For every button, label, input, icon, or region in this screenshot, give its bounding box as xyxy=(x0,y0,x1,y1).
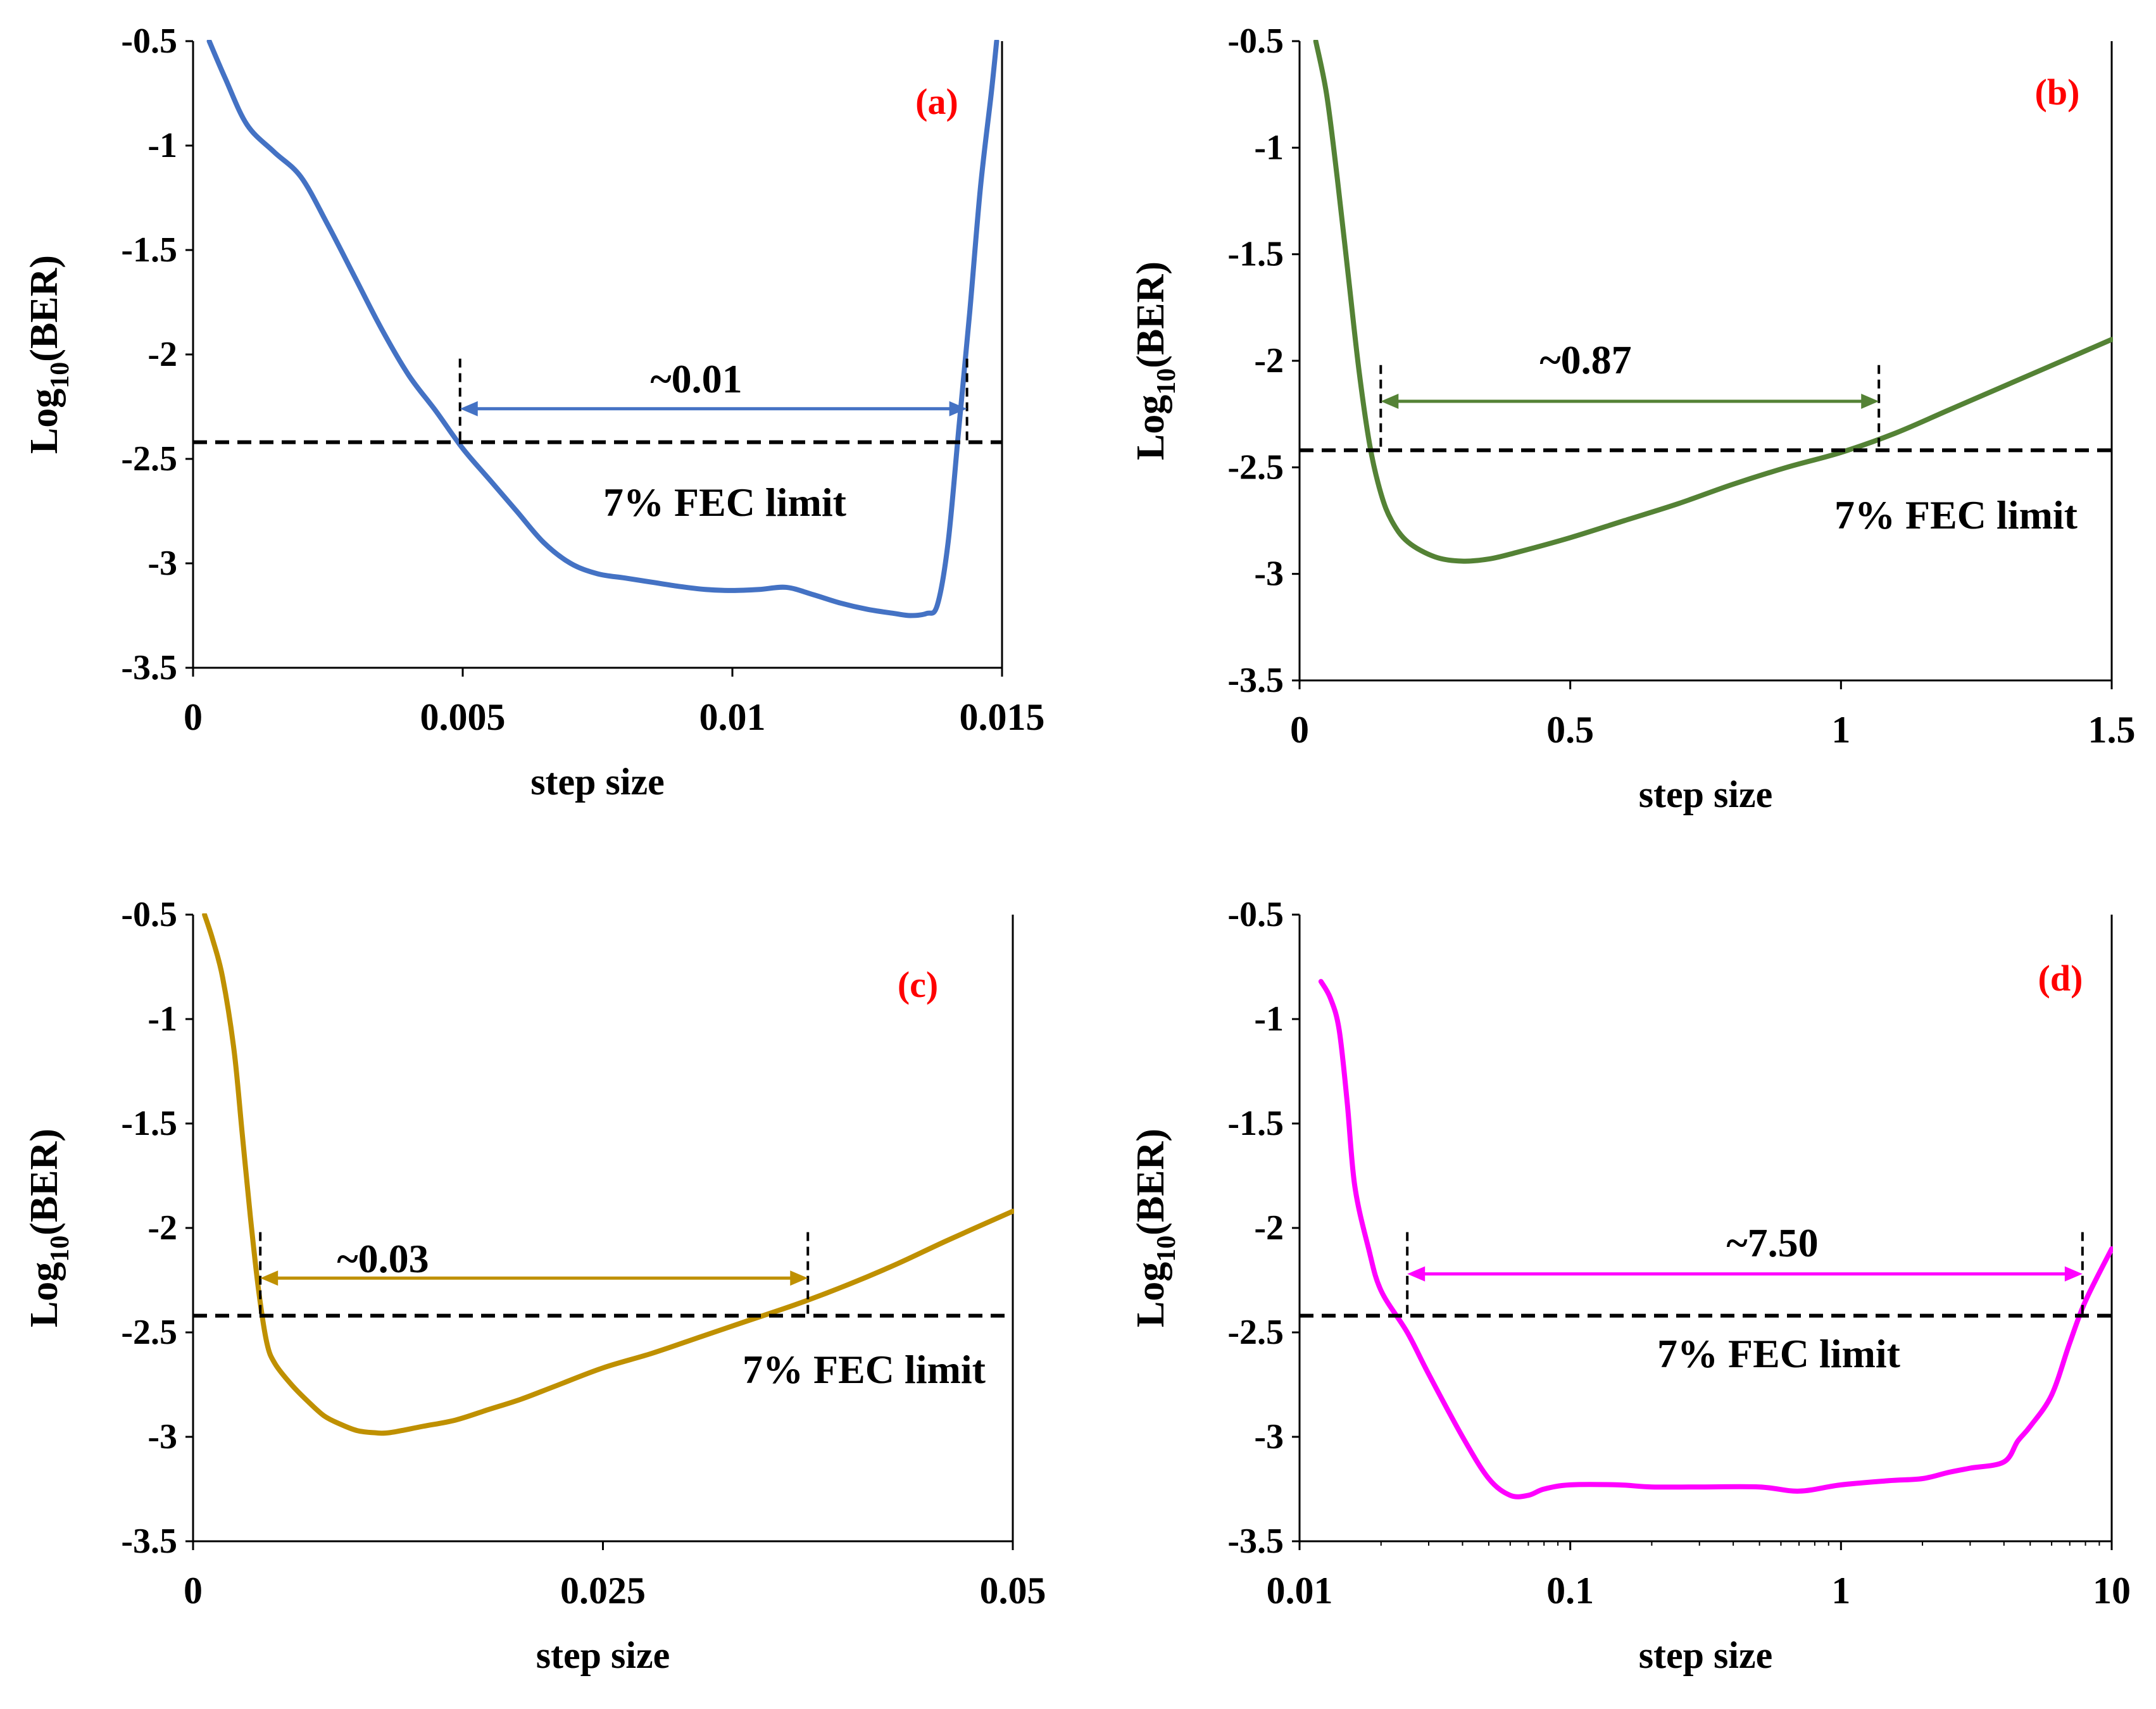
y-tick-label: -3.5 xyxy=(1227,661,1284,700)
x-tick-label: 1.5 xyxy=(2088,709,2136,751)
x-tick-label: 0.025 xyxy=(560,1570,646,1612)
ber-series-line xyxy=(202,913,1014,1436)
x-axis-label: step size xyxy=(1639,773,1773,815)
y-tick-label: -1.5 xyxy=(1227,235,1284,274)
y-tick-label: -3.5 xyxy=(1227,1522,1284,1561)
ber-series-line xyxy=(1313,40,2113,564)
y-tick-label: -0.5 xyxy=(1227,895,1284,934)
y-tick-label: -1.5 xyxy=(1227,1104,1284,1143)
x-tick-label: 0.1 xyxy=(1546,1570,1594,1612)
range-arrowhead-left xyxy=(260,1270,279,1286)
x-tick-label: 0.005 xyxy=(420,696,506,738)
range-arrowhead-right xyxy=(1861,393,1879,409)
x-tick-label: 0.015 xyxy=(960,696,1045,738)
range-arrowhead-left xyxy=(1381,393,1399,409)
x-tick-label: 1 xyxy=(1831,1570,1850,1612)
x-tick-label: 0 xyxy=(184,1570,203,1612)
chart-panel-d: -0.5 -1 -1.5 -2 -2.5 -3 -3.5 0.01 0.1 1 10 step siz… xyxy=(1129,895,2131,1676)
x-tick-label: 1 xyxy=(1831,709,1850,751)
range-arrowhead-right xyxy=(949,401,967,416)
x-axis-label: step size xyxy=(1639,1634,1773,1676)
x-axis-label: step size xyxy=(530,761,665,803)
y-tick-label: -1 xyxy=(147,126,177,165)
y-axis-label: Log10(BER) xyxy=(23,255,75,454)
y-tick-label: -0.5 xyxy=(1227,22,1284,61)
y-tick-label: -3 xyxy=(1254,554,1284,594)
x-axis-label: step size xyxy=(536,1634,670,1676)
y-tick-label: -1 xyxy=(1254,128,1284,167)
y-tick-label: -0.5 xyxy=(121,22,177,61)
fec-limit-label: 7% FEC limit xyxy=(743,1347,986,1392)
y-tick-label: -2 xyxy=(147,1208,177,1248)
range-arrowhead-left xyxy=(1407,1266,1426,1282)
x-tick-label: 0 xyxy=(184,696,203,738)
x-tick-label: 0.5 xyxy=(1546,709,1594,751)
y-axis-label: Log10(BER) xyxy=(1129,1129,1181,1327)
y-tick-label: -2.5 xyxy=(1227,448,1284,487)
x-tick-label: 0.01 xyxy=(699,696,766,738)
chart-panel-c: -0.5 -1 -1.5 -2 -2.5 -3 -3.50 0.025 0.05 step siz… xyxy=(23,895,1046,1676)
y-tick-label: -1 xyxy=(147,999,177,1039)
y-tick-label: -1.5 xyxy=(121,1104,177,1143)
y-tick-label: -0.5 xyxy=(121,895,177,934)
fec-limit-label: 7% FEC limit xyxy=(1657,1331,1901,1376)
range-label: ~0.03 xyxy=(337,1236,429,1281)
panel-label: (a) xyxy=(915,81,958,122)
x-tick-label: 0.01 xyxy=(1267,1570,1333,1612)
y-tick-label: -1 xyxy=(1254,999,1284,1039)
fec-limit-label: 7% FEC limit xyxy=(1834,492,2078,537)
chart-panel-b: -0.5 -1 -1.5 -2 -2.5 -3 -3.50 0.5 1 1.5 step size L… xyxy=(1129,22,2136,815)
y-tick-label: -3 xyxy=(147,1417,177,1456)
y-tick-label: -2.5 xyxy=(121,1313,177,1352)
y-tick-label: -2 xyxy=(1254,341,1284,380)
y-tick-label: -3 xyxy=(147,544,177,583)
fec-limit-label: 7% FEC limit xyxy=(603,480,847,525)
y-tick-label: -2 xyxy=(1254,1208,1284,1248)
range-label: ~0.87 xyxy=(1539,337,1631,382)
y-axis-label: Log10(BER) xyxy=(23,1129,75,1327)
y-tick-label: -2 xyxy=(147,335,177,374)
y-tick-label: -3.5 xyxy=(121,1522,177,1561)
y-tick-label: -3.5 xyxy=(121,648,177,687)
range-arrowhead-left xyxy=(460,401,478,416)
range-arrowhead-right xyxy=(790,1270,808,1286)
panel-label: (b) xyxy=(2035,72,2080,113)
x-tick-label: 0.05 xyxy=(980,1570,1046,1612)
y-tick-label: -1.5 xyxy=(121,230,177,270)
y-axis-label: Log10(BER) xyxy=(1129,261,1181,460)
ber-series-line xyxy=(206,40,1000,618)
y-tick-label: -3 xyxy=(1254,1417,1284,1456)
y-tick-label: -2.5 xyxy=(1227,1313,1284,1352)
y-tick-label: -2.5 xyxy=(121,439,177,479)
panel-label: (c) xyxy=(898,964,938,1005)
range-label: ~0.01 xyxy=(650,356,742,401)
range-arrowhead-right xyxy=(2064,1266,2083,1282)
chart-panel-a: -0.5 -1 -1.5 -2 -2.5 -3 -3.50 0.005 0.01 0.015 ste… xyxy=(23,22,1045,803)
x-tick-label: 10 xyxy=(2093,1570,2131,1612)
panel-label: (d) xyxy=(2038,958,2083,999)
x-tick-label: 0 xyxy=(1290,709,1309,751)
ber-series-line xyxy=(1318,979,2113,1499)
range-label: ~7.50 xyxy=(1726,1220,1818,1265)
